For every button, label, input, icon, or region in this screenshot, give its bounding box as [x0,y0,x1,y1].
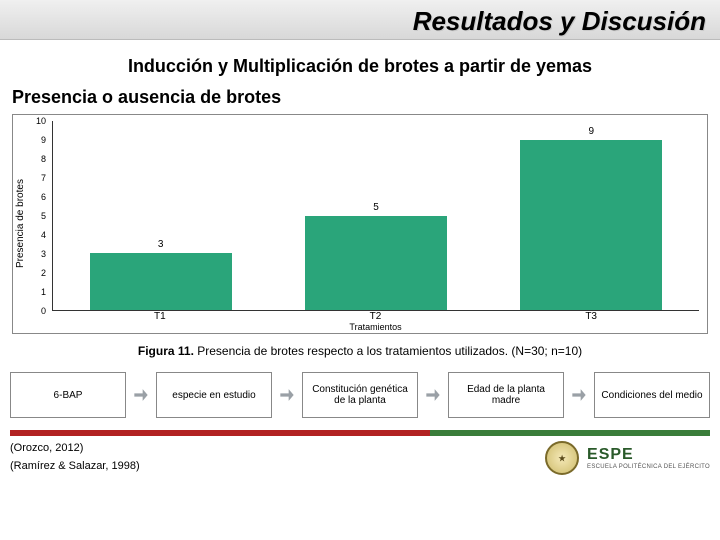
footer-bar-green [430,430,710,436]
bar-value-label: 9 [520,126,662,137]
caption-text: Presencia de brotes respecto a los trata… [194,344,582,358]
x-axis: Tratamientos T1T2T3 [52,311,699,331]
x-tick: T2 [370,311,382,327]
y-tick: 7 [41,173,46,183]
y-tick: 8 [41,154,46,164]
flow-box: Constitución genética de la planta [302,372,418,418]
x-tick: T3 [585,311,597,327]
plot-area: 359 [52,121,699,311]
section-heading: Presencia o ausencia de brotes [12,87,720,108]
flow-box: 6-BAP [10,372,126,418]
bar: 3 [90,253,232,310]
y-tick: 6 [41,192,46,202]
plot-zone: 012345678910 359 Tratamientos T1T2T3 [28,115,707,333]
arrow-right-icon [568,372,590,418]
y-tick: 10 [36,116,46,126]
flow-box: Condiciones del medio [594,372,710,418]
figure-caption: Figura 11. Presencia de brotes respecto … [0,344,720,358]
footer: (Orozco, 2012) (Ramírez & Salazar, 1998)… [10,440,710,475]
arrow-right-icon [130,372,152,418]
references: (Orozco, 2012) (Ramírez & Salazar, 1998) [10,440,140,475]
page-title: Resultados y Discusión [413,6,706,37]
y-tick: 1 [41,287,46,297]
flow-box: especie en estudio [156,372,272,418]
footer-bar-red [10,430,430,436]
y-axis-label: Presencia de brotes [13,115,28,333]
arrow-right-icon [276,372,298,418]
y-tick: 5 [41,211,46,221]
y-tick: 3 [41,249,46,259]
logo-text-block: ESPE ESCUELA POLITÉCNICA DEL EJÉRCITO [587,446,710,470]
bar-value-label: 3 [90,239,232,250]
flow-box: Edad de la planta madre [448,372,564,418]
y-tick: 9 [41,135,46,145]
bar-chart: Presencia de brotes 012345678910 359 Tra… [12,114,708,334]
x-tick: T1 [154,311,166,327]
y-tick: 4 [41,230,46,240]
logo: ★ ESPE ESCUELA POLITÉCNICA DEL EJÉRCITO [545,441,710,475]
logo-abbr: ESPE [587,446,710,464]
header: Resultados y Discusión [0,0,720,48]
bar: 5 [305,216,447,311]
arrow-right-icon [422,372,444,418]
y-tick: 2 [41,268,46,278]
y-tick: 0 [41,306,46,316]
reference: (Ramírez & Salazar, 1998) [10,458,140,476]
logo-subtitle: ESCUELA POLITÉCNICA DEL EJÉRCITO [587,464,710,470]
reference: (Orozco, 2012) [10,440,140,458]
bar: 9 [520,140,662,310]
logo-badge-icon: ★ [545,441,579,475]
footer-bar [10,430,710,436]
subtitle: Inducción y Multiplicación de brotes a p… [0,56,720,77]
bar-value-label: 5 [305,202,447,213]
y-axis: 012345678910 [28,121,50,311]
flow-diagram: 6-BAP especie en estudio Constitución gené… [10,372,710,418]
caption-prefix: Figura 11. [138,344,194,358]
